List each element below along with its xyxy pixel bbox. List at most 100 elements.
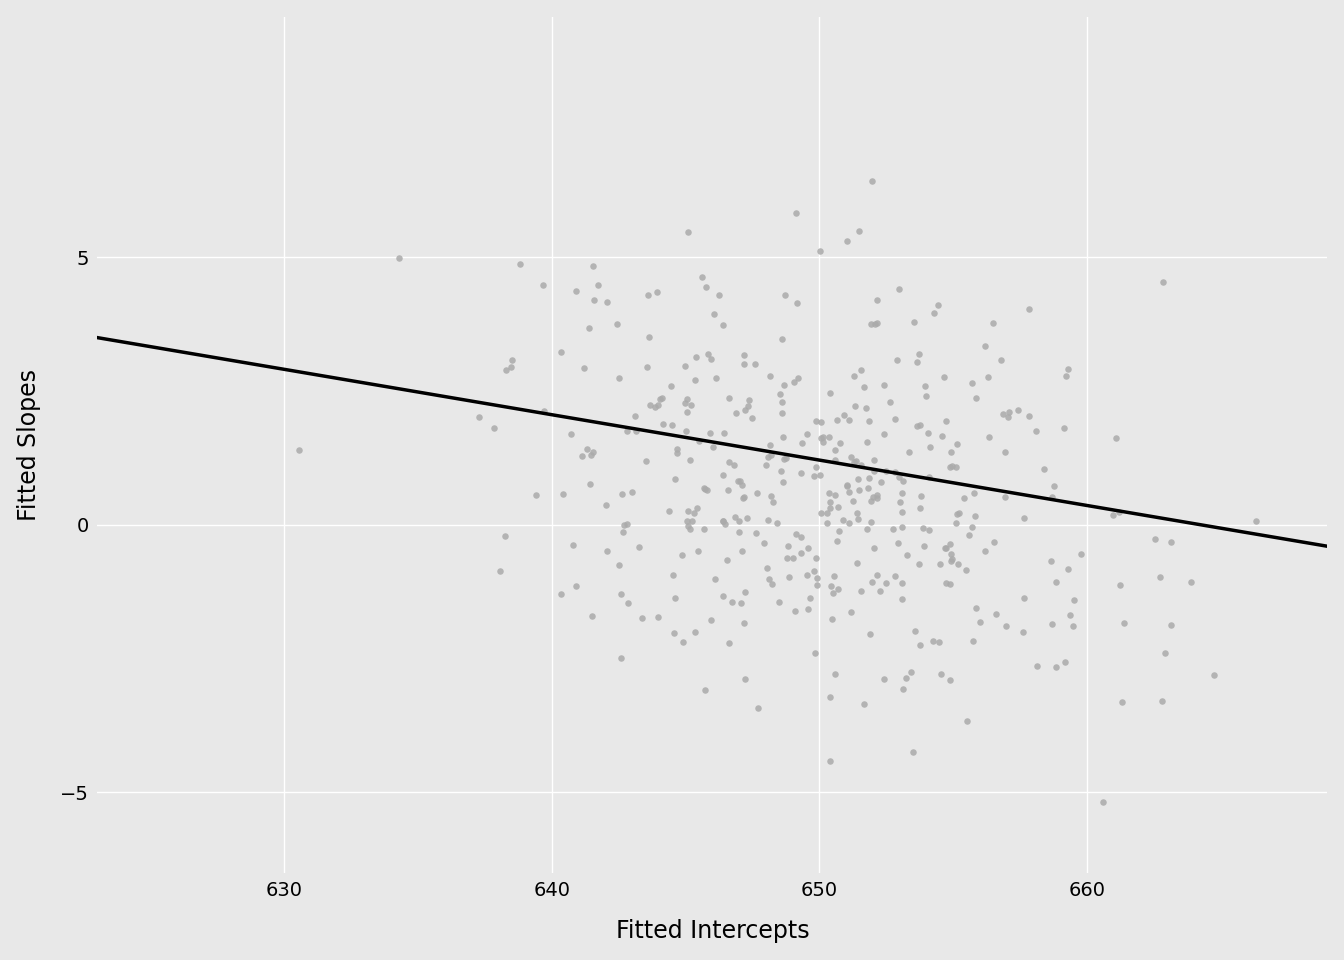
- Point: [609, 558, 630, 573]
- Point: [664, 471, 685, 487]
- Point: [874, 671, 895, 686]
- Point: [582, 608, 603, 623]
- Point: [1102, 507, 1124, 522]
- Point: [863, 464, 884, 479]
- Point: [875, 576, 896, 591]
- Point: [684, 625, 706, 640]
- Point: [997, 404, 1019, 420]
- Point: [965, 600, 986, 615]
- Point: [810, 415, 832, 430]
- Point: [887, 535, 909, 550]
- Point: [923, 633, 945, 648]
- Point: [638, 329, 660, 345]
- Point: [864, 316, 886, 331]
- Point: [810, 431, 832, 446]
- Point: [786, 295, 808, 310]
- Point: [746, 525, 767, 540]
- Point: [1154, 646, 1176, 661]
- Point: [948, 556, 969, 571]
- Point: [732, 490, 754, 505]
- Point: [884, 568, 906, 584]
- Point: [652, 416, 673, 431]
- Point: [1007, 402, 1028, 418]
- Point: [661, 418, 683, 433]
- Point: [1144, 532, 1165, 547]
- Point: [714, 516, 735, 532]
- Point: [923, 306, 945, 322]
- Point: [816, 506, 837, 521]
- Point: [833, 407, 855, 422]
- Point: [859, 626, 880, 641]
- Point: [782, 550, 804, 565]
- Point: [1034, 462, 1055, 477]
- Point: [958, 528, 980, 543]
- Point: [845, 506, 867, 521]
- Point: [798, 590, 820, 606]
- Point: [1153, 274, 1175, 289]
- Point: [1013, 590, 1035, 606]
- Point: [688, 433, 710, 448]
- Point: [759, 437, 781, 452]
- Point: [824, 452, 845, 468]
- Point: [812, 429, 833, 444]
- Point: [860, 493, 882, 509]
- Point: [934, 540, 956, 555]
- Point: [905, 623, 926, 638]
- Point: [909, 556, 930, 571]
- Point: [1013, 510, 1035, 525]
- Point: [927, 298, 949, 313]
- Point: [676, 423, 698, 439]
- Point: [853, 379, 875, 395]
- Point: [829, 436, 851, 451]
- Point: [1107, 504, 1129, 519]
- Point: [930, 666, 952, 682]
- Point: [964, 509, 985, 524]
- Point: [703, 439, 724, 454]
- Point: [874, 377, 895, 393]
- Point: [774, 287, 796, 302]
- Point: [809, 244, 831, 259]
- Point: [694, 683, 715, 698]
- Point: [985, 607, 1007, 622]
- Point: [824, 487, 845, 502]
- Point: [827, 533, 848, 548]
- Point: [824, 442, 845, 457]
- Point: [694, 480, 715, 495]
- Point: [712, 514, 734, 529]
- Point: [856, 521, 878, 537]
- Point: [910, 637, 931, 653]
- Point: [550, 586, 571, 601]
- Point: [818, 486, 840, 501]
- Point: [579, 476, 601, 492]
- Point: [816, 516, 837, 531]
- Point: [828, 499, 849, 515]
- Point: [1111, 694, 1133, 709]
- Point: [883, 521, 905, 537]
- Point: [761, 489, 782, 504]
- Point: [992, 406, 1013, 421]
- Point: [564, 579, 586, 594]
- Point: [857, 480, 879, 495]
- Point: [929, 556, 950, 571]
- Point: [974, 543, 996, 559]
- Point: [644, 399, 665, 415]
- Point: [712, 318, 734, 333]
- Point: [820, 689, 841, 705]
- Point: [851, 584, 872, 599]
- Point: [583, 292, 605, 307]
- Point: [964, 485, 985, 500]
- Point: [775, 551, 797, 566]
- Point: [915, 389, 937, 404]
- Point: [909, 418, 930, 433]
- Point: [839, 485, 860, 500]
- Point: [732, 490, 754, 505]
- Point: [468, 409, 489, 424]
- Point: [914, 378, 935, 394]
- Point: [845, 454, 867, 469]
- Point: [804, 645, 825, 660]
- Point: [828, 523, 849, 539]
- Point: [953, 490, 974, 505]
- Point: [667, 442, 688, 457]
- Point: [646, 284, 668, 300]
- Point: [773, 429, 794, 444]
